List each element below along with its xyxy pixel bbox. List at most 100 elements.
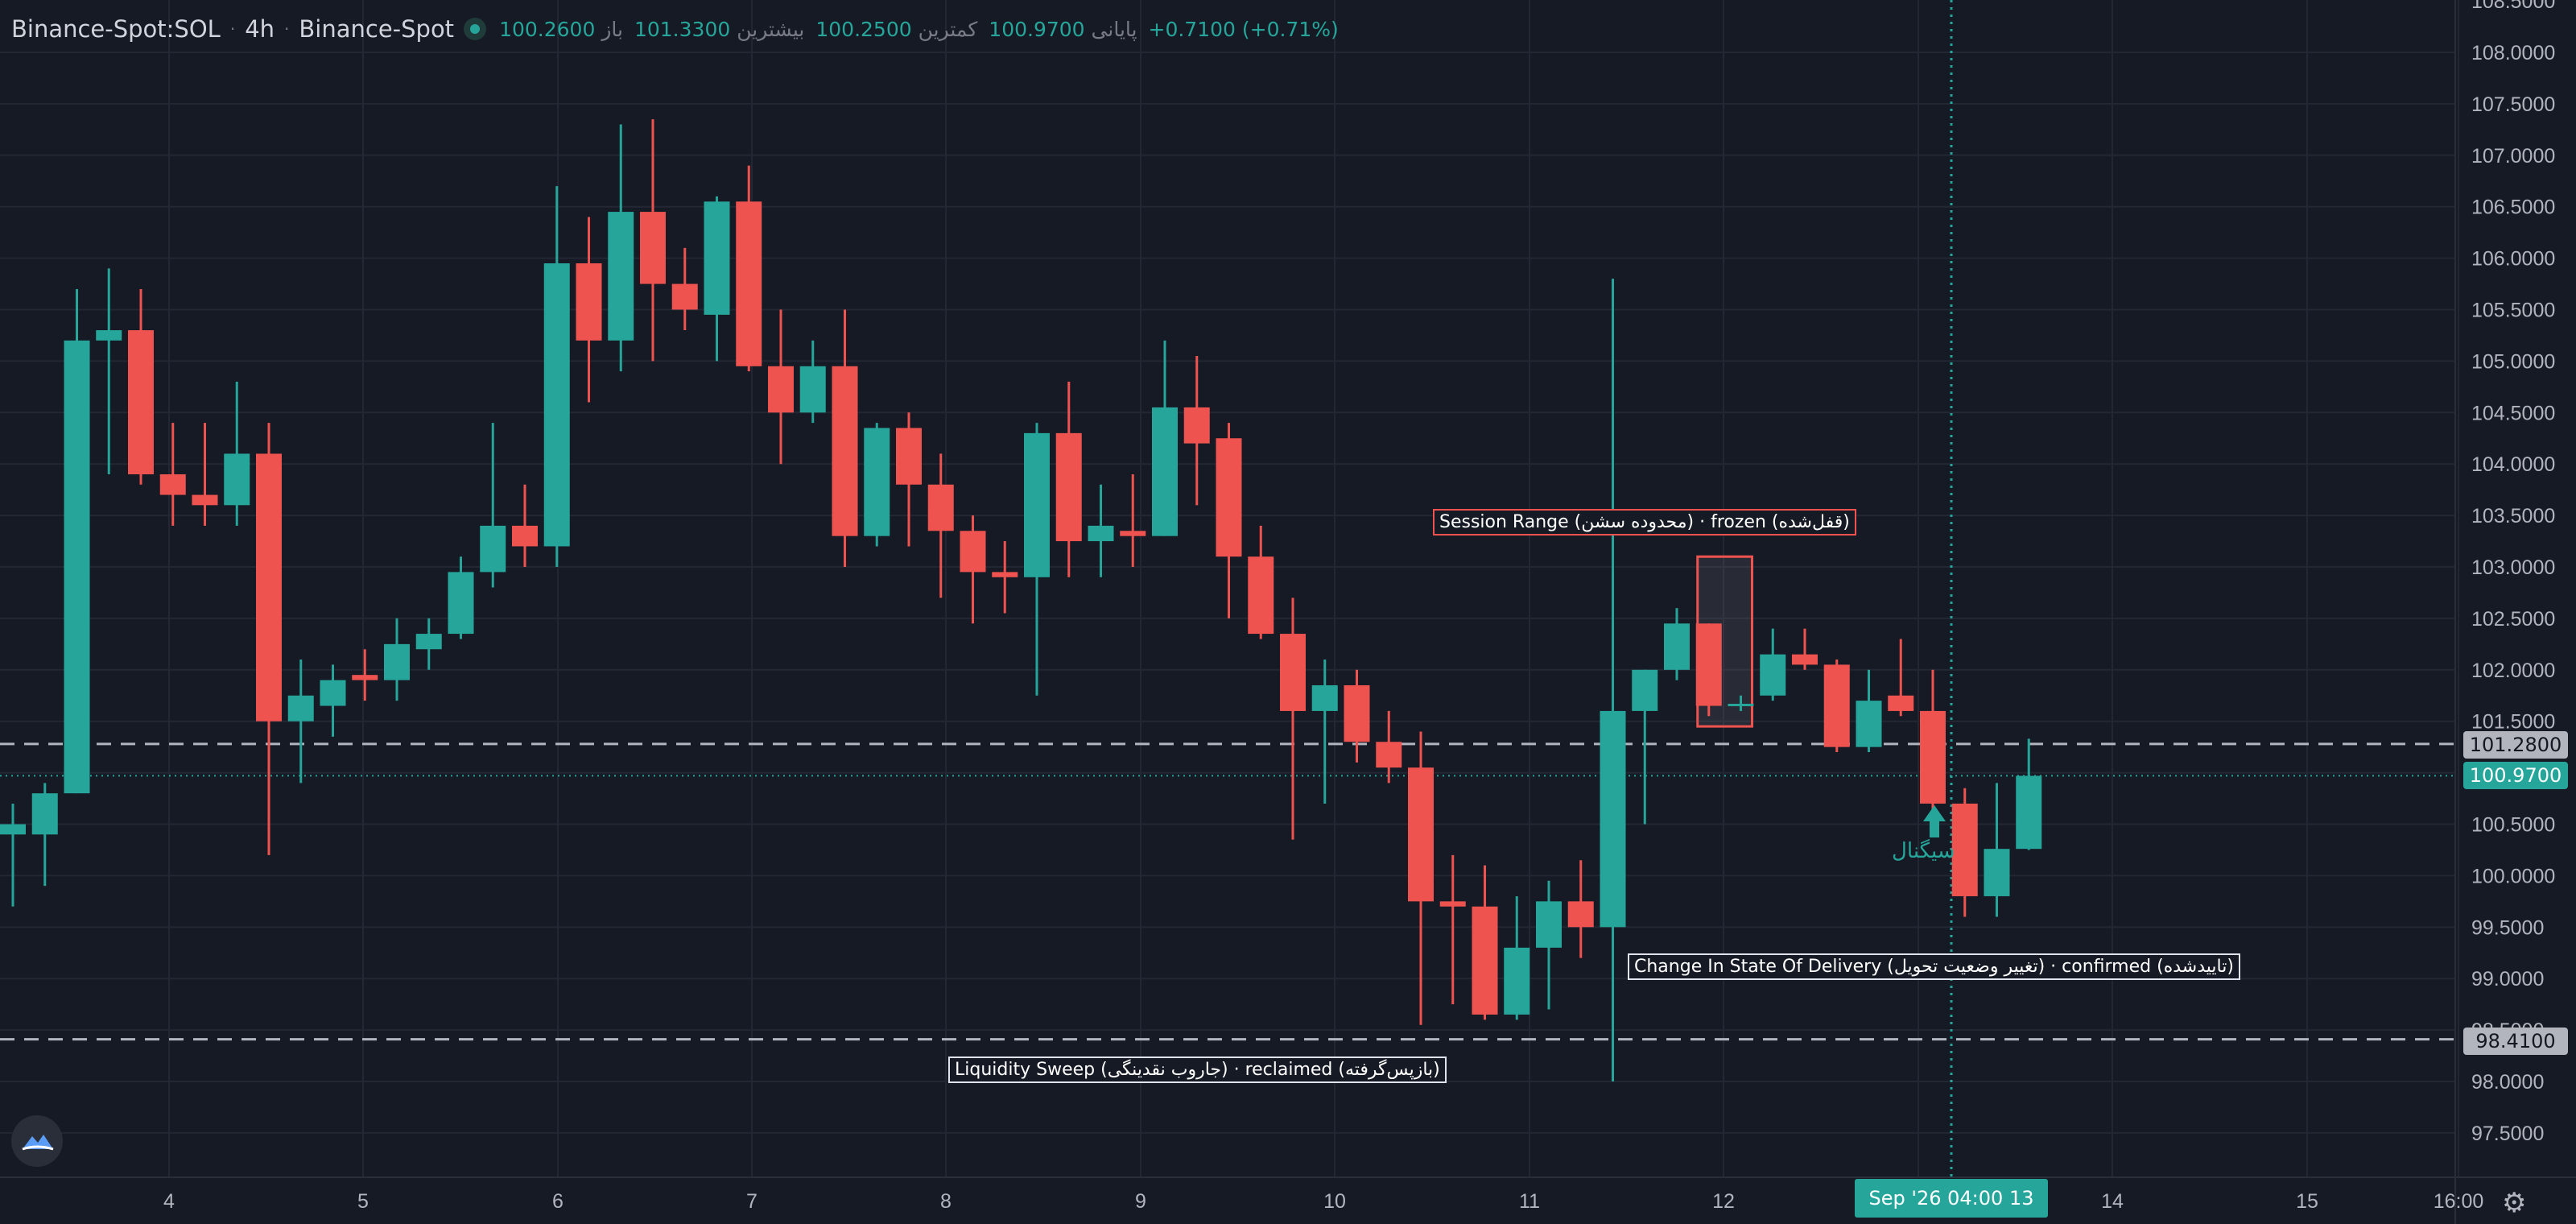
candle-body: [1344, 684, 1370, 742]
open-label: باز: [601, 17, 623, 41]
y-tick-label: 100.0000: [2471, 865, 2555, 887]
candle-body: [128, 330, 154, 474]
candle-body: [992, 572, 1018, 577]
candle-body: [512, 525, 538, 547]
separator: ·: [229, 19, 236, 39]
candle-body: [768, 366, 794, 413]
candle-body: [415, 634, 442, 650]
candle-body: [384, 643, 410, 680]
y-tick-label: 101.5000: [2471, 711, 2555, 734]
candle-body: [1311, 684, 1338, 711]
signal-arrow-icon: [1923, 805, 1946, 837]
candle-body: [704, 201, 730, 315]
candle-body: [1280, 634, 1306, 711]
candle-body: [1567, 901, 1594, 928]
crosshair-time-label: Sep '26 04:00 13: [1855, 1179, 2048, 1218]
x-tick-label: 10: [1323, 1190, 1346, 1213]
y-tick-label: 97.5000: [2471, 1123, 2544, 1145]
x-tick-label: 9: [1135, 1190, 1146, 1213]
candle-body: [1920, 710, 1946, 804]
candle-body: [1951, 803, 1978, 896]
y-tick-label: 98.0000: [2471, 1071, 2544, 1094]
y-tick-label: 104.0000: [2471, 453, 2555, 476]
candle-body: [1632, 669, 1658, 711]
x-tick-label: 16:00: [2434, 1190, 2484, 1213]
x-tick-label: 11: [1519, 1190, 1540, 1213]
candle-body: [1248, 556, 1274, 635]
y-tick-label: 106.5000: [2471, 196, 2555, 219]
chart-header: Binance-Spot:SOL · 4h · Binance-Spot باز…: [11, 13, 1339, 45]
ohlc-values: باز 100.2600 بیشترین 101.3300 کمترین 100…: [499, 18, 1339, 41]
y-tick-label: 99.5000: [2471, 916, 2544, 939]
candle-body: [2016, 775, 2042, 850]
y-tick-label: 100.5000: [2471, 814, 2555, 837]
candle-body: [608, 212, 634, 341]
high-value: 101.3300: [634, 17, 731, 41]
y-tick-label: 102.0000: [2471, 660, 2555, 682]
x-tick-label: 6: [552, 1190, 564, 1213]
candle-body: [1984, 849, 2010, 896]
x-tick-label: 5: [357, 1190, 369, 1213]
x-tick-label: 7: [746, 1190, 758, 1213]
y-tick-label: 107.0000: [2471, 145, 2555, 167]
candle-body: [1472, 906, 1498, 1015]
candle-body: [896, 428, 922, 485]
candle-body: [480, 525, 506, 573]
candle-body: [1792, 654, 1818, 665]
candle-body: [1439, 901, 1466, 907]
market-status-icon: [464, 18, 487, 40]
price-label-lower: 98.4100: [2463, 1028, 2568, 1055]
choch-annotation: Change In State Of Delivery (تغییر وضعیت…: [1628, 953, 2240, 980]
candle-body: [159, 473, 186, 495]
low-value: 100.2500: [815, 17, 912, 41]
y-tick-label: 108.5000: [2471, 0, 2555, 13]
candle-body: [1120, 531, 1146, 536]
candle-body: [640, 212, 666, 284]
y-tick-label: 106.0000: [2471, 248, 2555, 271]
candle-body: [1088, 525, 1114, 542]
candle-body: [1760, 654, 1786, 696]
candle-body: [1376, 742, 1402, 768]
liquidity-sweep-annotation: Liquidity Sweep (جاروب نقدینگی) · reclai…: [948, 1057, 1447, 1083]
open-value: 100.2600: [499, 17, 596, 41]
candle-body: [864, 428, 890, 536]
y-tick-label: 107.5000: [2471, 93, 2555, 116]
high-label: بیشترین: [737, 17, 805, 41]
candle-body: [256, 453, 282, 722]
gear-icon[interactable]: ⚙: [2502, 1187, 2527, 1219]
candle-body: [671, 283, 698, 310]
y-tick-label: 102.5000: [2471, 608, 2555, 631]
y-tick-label: 105.5000: [2471, 300, 2555, 322]
app-logo-icon[interactable]: [11, 1115, 63, 1167]
x-tick-label: 8: [940, 1190, 952, 1213]
x-tick-label: 14: [2101, 1190, 2124, 1213]
candle-body: [1856, 701, 1882, 747]
candle-body: [320, 680, 346, 706]
candle-body: [0, 824, 26, 835]
candle-body: [1504, 947, 1530, 1015]
candle-body: [1664, 623, 1690, 670]
candle-body: [31, 793, 58, 835]
candle-body: [1536, 901, 1562, 948]
x-tick-label: 12: [1712, 1190, 1735, 1213]
close-label: پایانی: [1091, 17, 1137, 41]
candle-body: [1024, 432, 1050, 577]
candle-body: [192, 494, 218, 506]
candle-body: [1823, 664, 1850, 747]
candle-body: [799, 366, 826, 413]
price-label-current: 100.9700: [2463, 762, 2568, 789]
y-tick-label: 103.5000: [2471, 505, 2555, 527]
candle-body: [927, 484, 954, 531]
candle-body: [736, 201, 762, 366]
x-tick-label: 4: [163, 1190, 175, 1213]
candle-body: [1888, 695, 1914, 711]
low-label: کمترین: [918, 17, 978, 41]
y-tick-label: 105.0000: [2471, 350, 2555, 373]
exchange-label: Binance-Spot: [299, 15, 455, 43]
symbol-name[interactable]: Binance-Spot:SOL: [11, 15, 221, 43]
candle-body: [1216, 438, 1242, 557]
candle-body: [1152, 407, 1178, 536]
candle-body: [448, 572, 474, 635]
interval-label[interactable]: 4h: [245, 15, 275, 43]
